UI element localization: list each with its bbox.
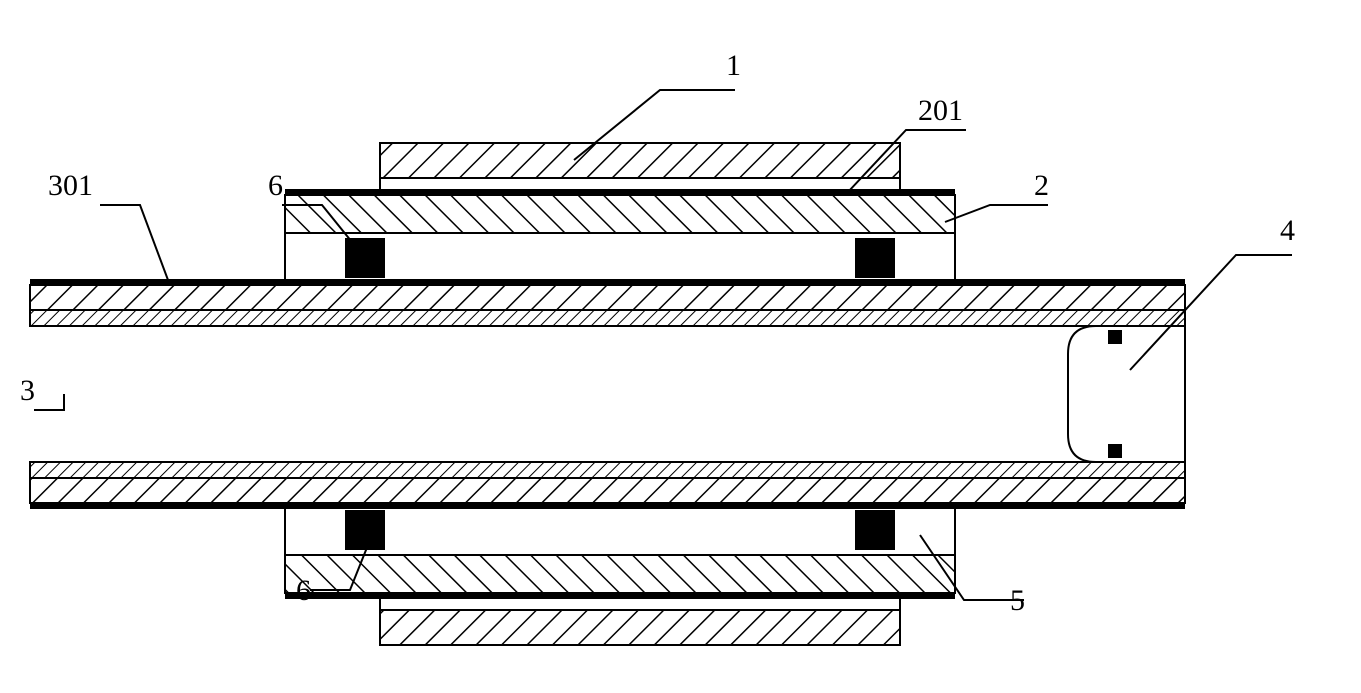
label-l1: 1 [726, 49, 741, 82]
part-4-plug [1068, 326, 1180, 462]
part-3-liner-top [30, 310, 1185, 326]
leader-l3 [34, 394, 64, 410]
label-l5: 5 [1010, 584, 1025, 617]
label-l2: 2 [1034, 169, 1049, 202]
cavity-5-bottom [285, 506, 955, 555]
label-l4: 4 [1280, 214, 1295, 247]
part-6-seal-2 [345, 510, 385, 550]
part-6-seal-0 [345, 238, 385, 278]
part-6-seal-1 [855, 238, 895, 278]
part-2-bottom [285, 555, 955, 593]
part-4-seal-1 [1108, 444, 1122, 458]
part-3-top [30, 285, 1185, 310]
label-l201: 201 [918, 94, 963, 127]
label-l6b: 6 [296, 574, 311, 607]
part-2-top [285, 195, 955, 233]
part-3-liner-bottom [30, 462, 1185, 478]
leader-l301 [100, 205, 168, 280]
part-4-seal-0 [1108, 330, 1122, 344]
part-1-top [380, 143, 900, 178]
label-l6a: 6 [268, 169, 283, 202]
label-l3: 3 [20, 374, 35, 407]
part-6-seal-3 [855, 510, 895, 550]
cavity-5-top [285, 233, 955, 282]
label-l301: 301 [48, 169, 93, 202]
leader-l2 [945, 205, 1048, 222]
part-1-bottom [380, 610, 900, 645]
part-3-bottom [30, 478, 1185, 503]
